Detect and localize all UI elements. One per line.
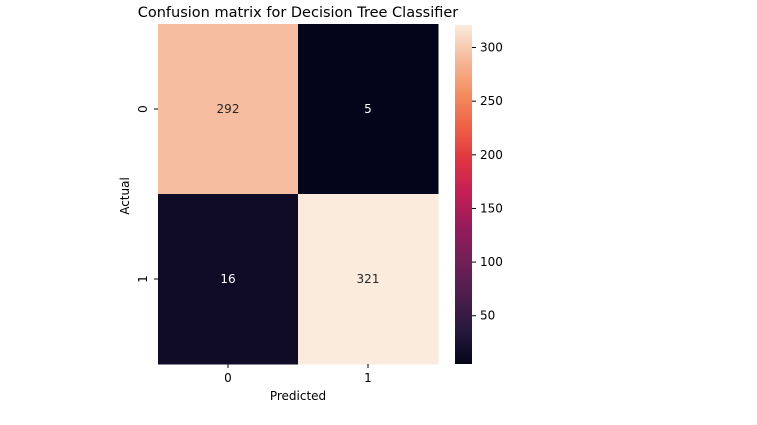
heatmap-cell-0-0	[158, 24, 299, 195]
colorbar-ticks: 50 100 150 200 250 300	[472, 41, 503, 323]
colorbar-tick-label: 150	[480, 201, 503, 215]
y-axis-label: Actual	[118, 177, 132, 215]
cell-value-0-0: 292	[217, 102, 240, 116]
colorbar-tick-label: 50	[480, 309, 495, 323]
colorbar-tick-label: 250	[480, 94, 503, 108]
heatmap-cell-0-1	[298, 24, 439, 195]
cell-annotations: 292 5 16 321	[217, 102, 380, 286]
x-tick-label: 1	[364, 371, 372, 385]
cell-value-1-0: 16	[220, 272, 235, 286]
x-tick-label: 0	[224, 371, 232, 385]
colorbar-tick-label: 100	[480, 255, 503, 269]
heatmap-cell-1-1	[298, 194, 439, 365]
heatmap-cells	[158, 24, 439, 365]
y-tick-label: 1	[136, 275, 150, 283]
colorbar-tick-label: 200	[480, 148, 503, 162]
colorbar	[455, 25, 472, 364]
y-tick-label: 0	[136, 105, 150, 113]
colorbar-tick-label: 300	[480, 41, 503, 55]
heatmap-cell-1-0	[158, 194, 299, 365]
cell-value-0-1: 5	[364, 102, 372, 116]
y-axis-ticks: 01	[136, 105, 158, 283]
chart-title: Confusion matrix for Decision Tree Class…	[138, 5, 459, 21]
cell-value-1-1: 321	[357, 272, 380, 286]
x-axis-label: Predicted	[270, 389, 326, 403]
